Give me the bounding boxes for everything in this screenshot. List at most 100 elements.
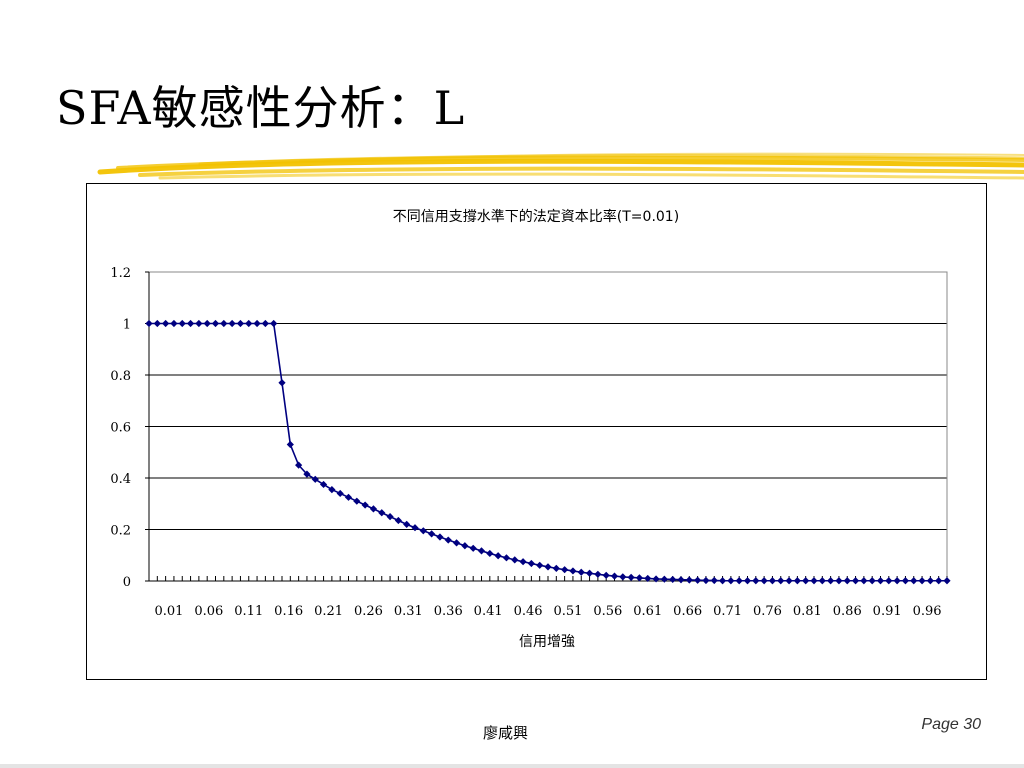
- data-point-marker: [361, 501, 369, 509]
- chart-title: 不同信用支撐水準下的法定資本比率(T=0.01): [393, 208, 679, 225]
- data-point-marker: [436, 533, 444, 541]
- data-point-marker: [718, 577, 727, 585]
- data-point-marker: [802, 577, 810, 585]
- data-point-marker: [735, 577, 743, 585]
- data-point-marker: [652, 575, 660, 583]
- data-point-marker: [245, 319, 253, 328]
- data-point-marker: [319, 480, 328, 489]
- data-point-marker: [170, 319, 178, 328]
- data-point-marker: [353, 497, 361, 505]
- series-line: [149, 322, 947, 582]
- data-point-marker: [885, 577, 893, 585]
- data-point-marker: [328, 485, 336, 494]
- slide-title: SFA敏感性分析：L: [56, 81, 466, 135]
- x-tick-label: 0.91: [873, 604, 902, 619]
- data-point-marker: [195, 319, 203, 328]
- page-number: Page 30: [921, 716, 981, 733]
- data-point-marker: [793, 577, 801, 585]
- data-point-marker: [610, 572, 619, 580]
- data-point-marker: [344, 493, 353, 501]
- data-point-marker: [452, 539, 461, 547]
- data-point-marker: [211, 319, 220, 328]
- x-tick-label: 0.86: [833, 604, 862, 619]
- data-point-marker: [677, 576, 685, 584]
- data-point-marker: [162, 319, 170, 328]
- data-point-marker: [818, 577, 826, 585]
- x-tick-labels: 0.01 0.06 0.11 0.16 0.21 0.26 0.31 0.36 0.41 0.46…: [154, 604, 941, 619]
- data-point-marker: [378, 509, 386, 517]
- y-tick-label: 0.2: [110, 524, 131, 539]
- data-point-marker: [627, 573, 635, 581]
- data-point-marker: [727, 577, 735, 585]
- data-point-marker: [868, 577, 876, 585]
- data-point-marker: [145, 319, 153, 328]
- data-point-marker: [469, 544, 477, 552]
- x-tick-label: 0.76: [753, 604, 782, 619]
- data-point-marker: [585, 569, 594, 577]
- y-tick-label: 0.8: [110, 369, 131, 384]
- x-tick-label: 0.56: [593, 604, 622, 619]
- x-tick-label: 0.96: [913, 604, 942, 619]
- data-point-marker: [203, 319, 211, 328]
- x-tick-label: 0.41: [474, 604, 503, 619]
- x-tick-label: 0.16: [274, 604, 303, 619]
- data-point-marker: [760, 577, 768, 585]
- y-tick-labels: 0 0.2 0.4 0.6 0.8 1 1.2: [110, 266, 131, 590]
- data-point-marker: [295, 461, 303, 469]
- data-point-marker: [519, 558, 527, 566]
- data-point-marker: [502, 554, 511, 562]
- data-point-marker: [561, 566, 569, 574]
- data-point-marker: [270, 319, 278, 328]
- data-point-marker: [777, 577, 785, 585]
- x-tick-label: 0.71: [713, 604, 742, 619]
- data-point-marker: [544, 563, 552, 571]
- data-point-marker: [428, 530, 436, 538]
- x-tick-label: 0.11: [234, 604, 263, 619]
- data-point-marker: [278, 379, 286, 387]
- data-point-marker: [369, 505, 378, 513]
- data-point-marker: [702, 576, 710, 585]
- data-point-marker: [153, 319, 161, 328]
- series-group: [145, 319, 951, 585]
- data-point-marker: [253, 319, 261, 328]
- data-point-marker: [311, 475, 319, 483]
- x-tick-label: 0.81: [793, 604, 822, 619]
- data-point-marker: [876, 577, 885, 585]
- data-point-marker: [511, 556, 519, 564]
- x-tick-label: 0.21: [314, 604, 343, 619]
- data-point-marker: [835, 577, 843, 585]
- data-point-marker: [860, 577, 868, 585]
- data-point-marker: [943, 577, 951, 585]
- data-point-marker: [843, 577, 851, 585]
- data-point-marker: [752, 577, 760, 585]
- data-point-marker: [477, 547, 486, 555]
- x-tick-label: 0.61: [633, 604, 662, 619]
- data-point-marker: [336, 489, 344, 498]
- footer-author: 廖咸興: [483, 724, 529, 742]
- data-point-marker: [851, 577, 860, 585]
- data-point-marker: [394, 516, 402, 525]
- data-point-marker: [419, 527, 427, 535]
- data-point-marker: [685, 576, 693, 584]
- data-point-marker: [660, 575, 668, 583]
- data-point-marker: [569, 567, 577, 575]
- data-point-marker: [527, 559, 535, 568]
- bottom-strip: [0, 764, 1024, 768]
- data-point-marker: [552, 564, 560, 572]
- data-point-marker: [303, 470, 311, 478]
- x-axis-label: 信用增強: [519, 634, 575, 650]
- data-point-marker: [286, 440, 294, 449]
- data-point-marker: [444, 536, 452, 544]
- data-point-marker: [926, 577, 934, 585]
- y-tick-label: 1: [123, 318, 131, 333]
- data-point-marker: [486, 549, 494, 558]
- data-point-marker: [785, 577, 793, 585]
- data-point-marker: [386, 513, 394, 521]
- data-point-marker: [602, 571, 610, 579]
- x-tick-label: 0.31: [394, 604, 423, 619]
- data-point-marker: [893, 577, 901, 585]
- y-tick-label: 1.2: [110, 266, 131, 281]
- y-tick-label: 0.4: [110, 472, 131, 487]
- data-point-marker: [694, 576, 702, 584]
- y-tick-label: 0.6: [110, 421, 131, 436]
